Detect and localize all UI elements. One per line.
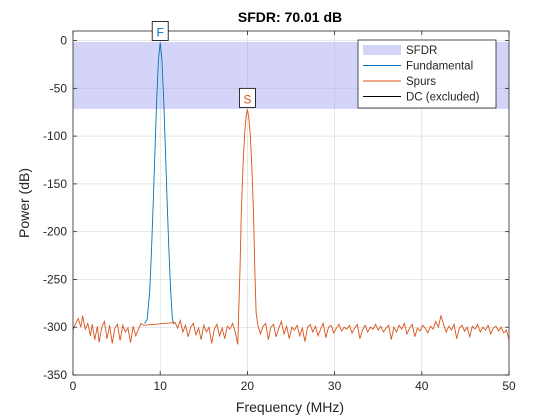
x-tick-label: 0 — [70, 379, 77, 393]
chart-title: SFDR: 70.01 dB — [238, 9, 342, 25]
y-tick-label: -200 — [43, 225, 67, 239]
y-tick-label: -100 — [43, 129, 67, 143]
marker-s: S — [238, 87, 256, 108]
marker-label: F — [157, 25, 164, 39]
legend-swatch-patch — [363, 45, 401, 55]
legend-entry-label: SFDR — [406, 45, 437, 57]
y-tick-label: -300 — [43, 320, 67, 334]
legend-entry-label: Fundamental — [406, 61, 473, 73]
y-tick-label: -250 — [43, 272, 67, 286]
legend: SFDR Fundamental Spurs DC (excluded) — [357, 39, 497, 109]
series-line-spurs — [72, 109, 510, 345]
legend-entry-label: Spurs — [406, 76, 436, 88]
x-tick-label: 50 — [502, 379, 516, 393]
axes-box — [72, 30, 510, 376]
marker-label: S — [243, 92, 251, 106]
marker-box — [151, 21, 169, 41]
series-line-fundamental — [144, 42, 175, 325]
y-tick-label: -50 — [50, 81, 68, 95]
y-tick-label: -150 — [43, 177, 67, 191]
y-axis-label: Power (dB) — [16, 168, 32, 238]
marker-f: F — [151, 21, 169, 41]
x-tick-label: 20 — [241, 379, 255, 393]
marker-box — [238, 87, 256, 108]
y-tick-label: 0 — [60, 34, 67, 48]
legend-entry-label: DC (excluded) — [406, 92, 480, 104]
x-axis-label: Frequency (MHz) — [236, 399, 344, 415]
x-tick-label: 40 — [415, 379, 429, 393]
x-tick-label: 30 — [328, 379, 342, 393]
y-tick-label: -350 — [43, 368, 67, 382]
x-tick-label: 10 — [154, 379, 168, 393]
